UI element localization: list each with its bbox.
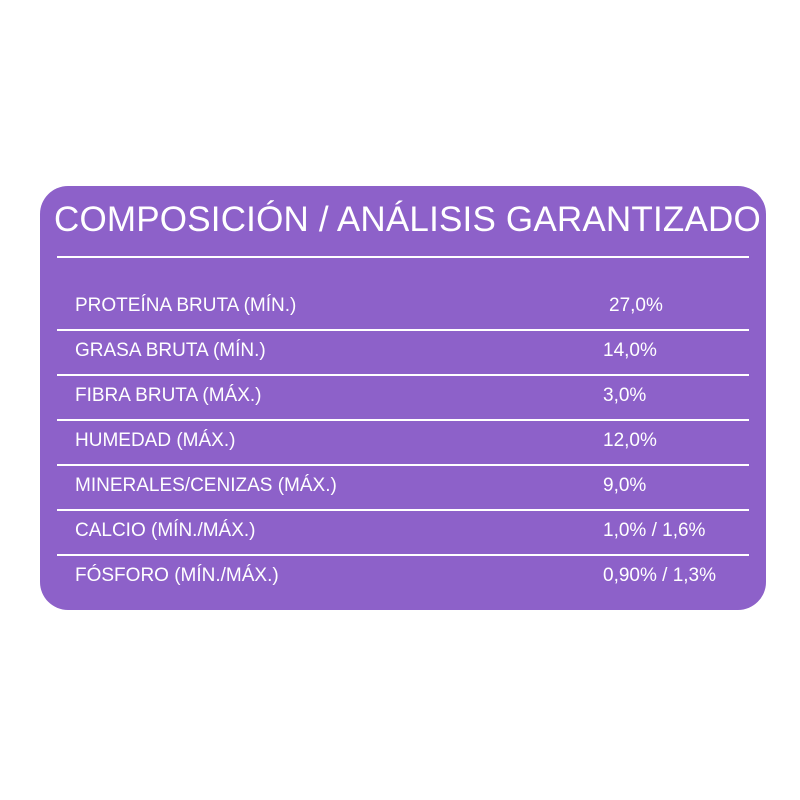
row-value: 9,0%: [603, 475, 647, 496]
table-row: PROTEÍNA BRUTA (MÍN.) 27,0%: [57, 286, 749, 331]
row-label: FÓSFORO (MÍN./MÁX.): [75, 565, 279, 586]
panel-title: COMPOSICIÓN / ANÁLISIS GARANTIZADO: [54, 200, 761, 239]
table-row: GRASA BRUTA (MÍN.) 14,0%: [57, 331, 749, 376]
row-label: PROTEÍNA BRUTA (MÍN.): [75, 295, 297, 316]
row-label: GRASA BRUTA (MÍN.): [75, 340, 266, 361]
row-value: 14,0%: [603, 340, 657, 361]
row-value: 1,0% / 1,6%: [603, 520, 706, 541]
analysis-panel: COMPOSICIÓN / ANÁLISIS GARANTIZADO PROTE…: [40, 186, 766, 610]
table-row: HUMEDAD (MÁX.) 12,0%: [57, 421, 749, 466]
table-row: FIBRA BRUTA (MÁX.) 3,0%: [57, 376, 749, 421]
table-row: CALCIO (MÍN./MÁX.) 1,0% / 1,6%: [57, 511, 749, 556]
row-value: 0,90% / 1,3%: [603, 565, 717, 586]
table-row: MINERALES/CENIZAS (MÁX.) 9,0%: [57, 466, 749, 511]
row-value: 3,0%: [603, 385, 647, 406]
row-label: MINERALES/CENIZAS (MÁX.): [75, 475, 337, 496]
row-value: 12,0%: [603, 430, 657, 451]
row-label: HUMEDAD (MÁX.): [75, 430, 236, 451]
table-row: FÓSFORO (MÍN./MÁX.) 0,90% / 1,3%: [57, 556, 749, 601]
row-label: FIBRA BRUTA (MÁX.): [75, 385, 262, 406]
analysis-table: PROTEÍNA BRUTA (MÍN.) 27,0% GRASA BRUTA …: [57, 286, 749, 601]
row-label: CALCIO (MÍN./MÁX.): [75, 520, 256, 541]
row-value: 27,0%: [609, 295, 663, 316]
title-divider: [57, 256, 749, 258]
